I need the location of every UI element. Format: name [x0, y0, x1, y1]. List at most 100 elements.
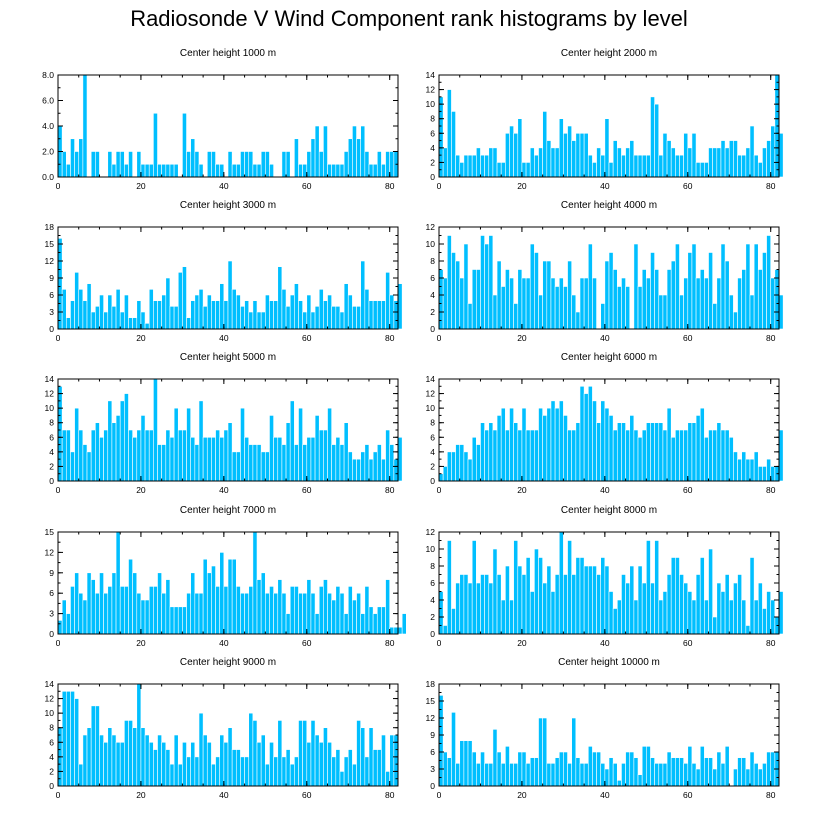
panel-10000m: Center height 10000 m 0 20 40 60 80 0 3 6 9 12 15 18	[426, 657, 780, 800]
bar-78	[762, 147, 767, 178]
bar-60	[306, 436, 312, 482]
y-tick-label: 8	[430, 418, 435, 428]
panel-4000m: Center height 4000 m 0 20 40 60 80 0 2 4 6 8 10 12	[426, 200, 784, 343]
bar-78	[762, 608, 767, 635]
bar-23	[534, 154, 539, 178]
bar-47	[252, 163, 258, 178]
bar-46	[248, 712, 254, 787]
bar-28	[173, 306, 179, 330]
bar-64	[323, 300, 328, 330]
bar-45	[625, 429, 631, 482]
bar-71	[352, 458, 357, 482]
bar-71	[352, 763, 357, 787]
bar-7	[467, 303, 473, 330]
bar-13	[492, 294, 498, 330]
bar-73	[360, 727, 366, 787]
bar-67	[716, 277, 722, 330]
bar-40	[604, 768, 610, 787]
bar-67	[716, 422, 722, 482]
bar-72	[356, 138, 361, 178]
y-tick-label: 6	[49, 737, 54, 747]
x-tick-label: 40	[219, 181, 229, 191]
bar-21	[525, 763, 531, 787]
bar-31	[186, 151, 191, 178]
bar-27	[169, 763, 175, 787]
bar-74	[364, 444, 370, 482]
bar-21	[525, 557, 531, 635]
bar-16	[124, 720, 129, 787]
bar-60	[306, 579, 312, 635]
bar-62	[314, 306, 320, 330]
bar-45	[625, 286, 631, 330]
bar-68	[339, 444, 345, 482]
bar-18	[132, 317, 138, 330]
bar-39	[219, 734, 225, 787]
bar-28	[554, 407, 560, 482]
bar-11	[103, 741, 109, 787]
bar-82	[778, 591, 784, 635]
bar-39	[600, 763, 606, 787]
bar-27	[550, 147, 556, 178]
bar-60	[306, 294, 312, 330]
bar-73	[741, 451, 747, 482]
bar-78	[381, 300, 386, 330]
bar-30	[563, 574, 568, 635]
bar-60	[687, 147, 693, 178]
bar-3	[451, 712, 456, 787]
bar-50	[265, 294, 270, 330]
bar-65	[708, 429, 713, 482]
bar-68	[720, 243, 726, 330]
bar-18	[513, 763, 519, 787]
bar-67	[335, 586, 341, 635]
y-tick-label: 2.0	[42, 147, 54, 157]
x-tick-label: 60	[302, 638, 312, 648]
bar-65	[327, 294, 332, 330]
bar-26	[165, 277, 171, 330]
x-tick-label: 20	[517, 638, 527, 648]
bar-51	[269, 741, 274, 787]
bar-25	[161, 592, 167, 635]
bar-26	[546, 260, 552, 330]
bar-15	[119, 151, 125, 178]
bar-74	[745, 625, 751, 635]
bar-15	[500, 286, 506, 330]
bar-9	[95, 705, 100, 787]
bar-50	[265, 151, 270, 178]
bar-47	[252, 531, 258, 635]
bar-80	[389, 444, 395, 482]
x-tick-label: 60	[302, 485, 312, 495]
bar-30	[563, 132, 568, 178]
bar-39	[219, 552, 225, 635]
bar-51	[650, 582, 655, 635]
bar-78	[762, 252, 767, 330]
bar-82	[778, 132, 784, 178]
bar-79	[766, 235, 772, 330]
bar-79	[766, 140, 772, 178]
bar-73	[360, 451, 366, 482]
bar-65	[708, 548, 713, 635]
bar-8	[90, 705, 96, 787]
bar-57	[294, 444, 299, 482]
bar-57	[294, 756, 299, 787]
bar-36	[206, 436, 212, 482]
bar-23	[534, 252, 539, 330]
y-tick-label: 2	[430, 461, 435, 471]
bar-33	[194, 756, 200, 787]
bar-26	[546, 763, 552, 787]
bar-4	[455, 444, 461, 482]
x-tick-label: 60	[302, 181, 312, 191]
bar-29	[177, 272, 183, 330]
bar-66	[712, 768, 718, 787]
bar-64	[704, 757, 709, 787]
y-tick-label: 8	[430, 256, 435, 266]
bar-44	[621, 422, 626, 482]
bar-53	[277, 579, 283, 635]
bar-8	[90, 311, 96, 330]
bar-2	[65, 690, 71, 787]
bar-6	[463, 574, 469, 635]
bar-35	[202, 558, 208, 635]
bar-20	[140, 163, 146, 178]
bar-0	[57, 620, 63, 635]
bar-42	[612, 269, 618, 330]
bar-1	[442, 625, 448, 635]
